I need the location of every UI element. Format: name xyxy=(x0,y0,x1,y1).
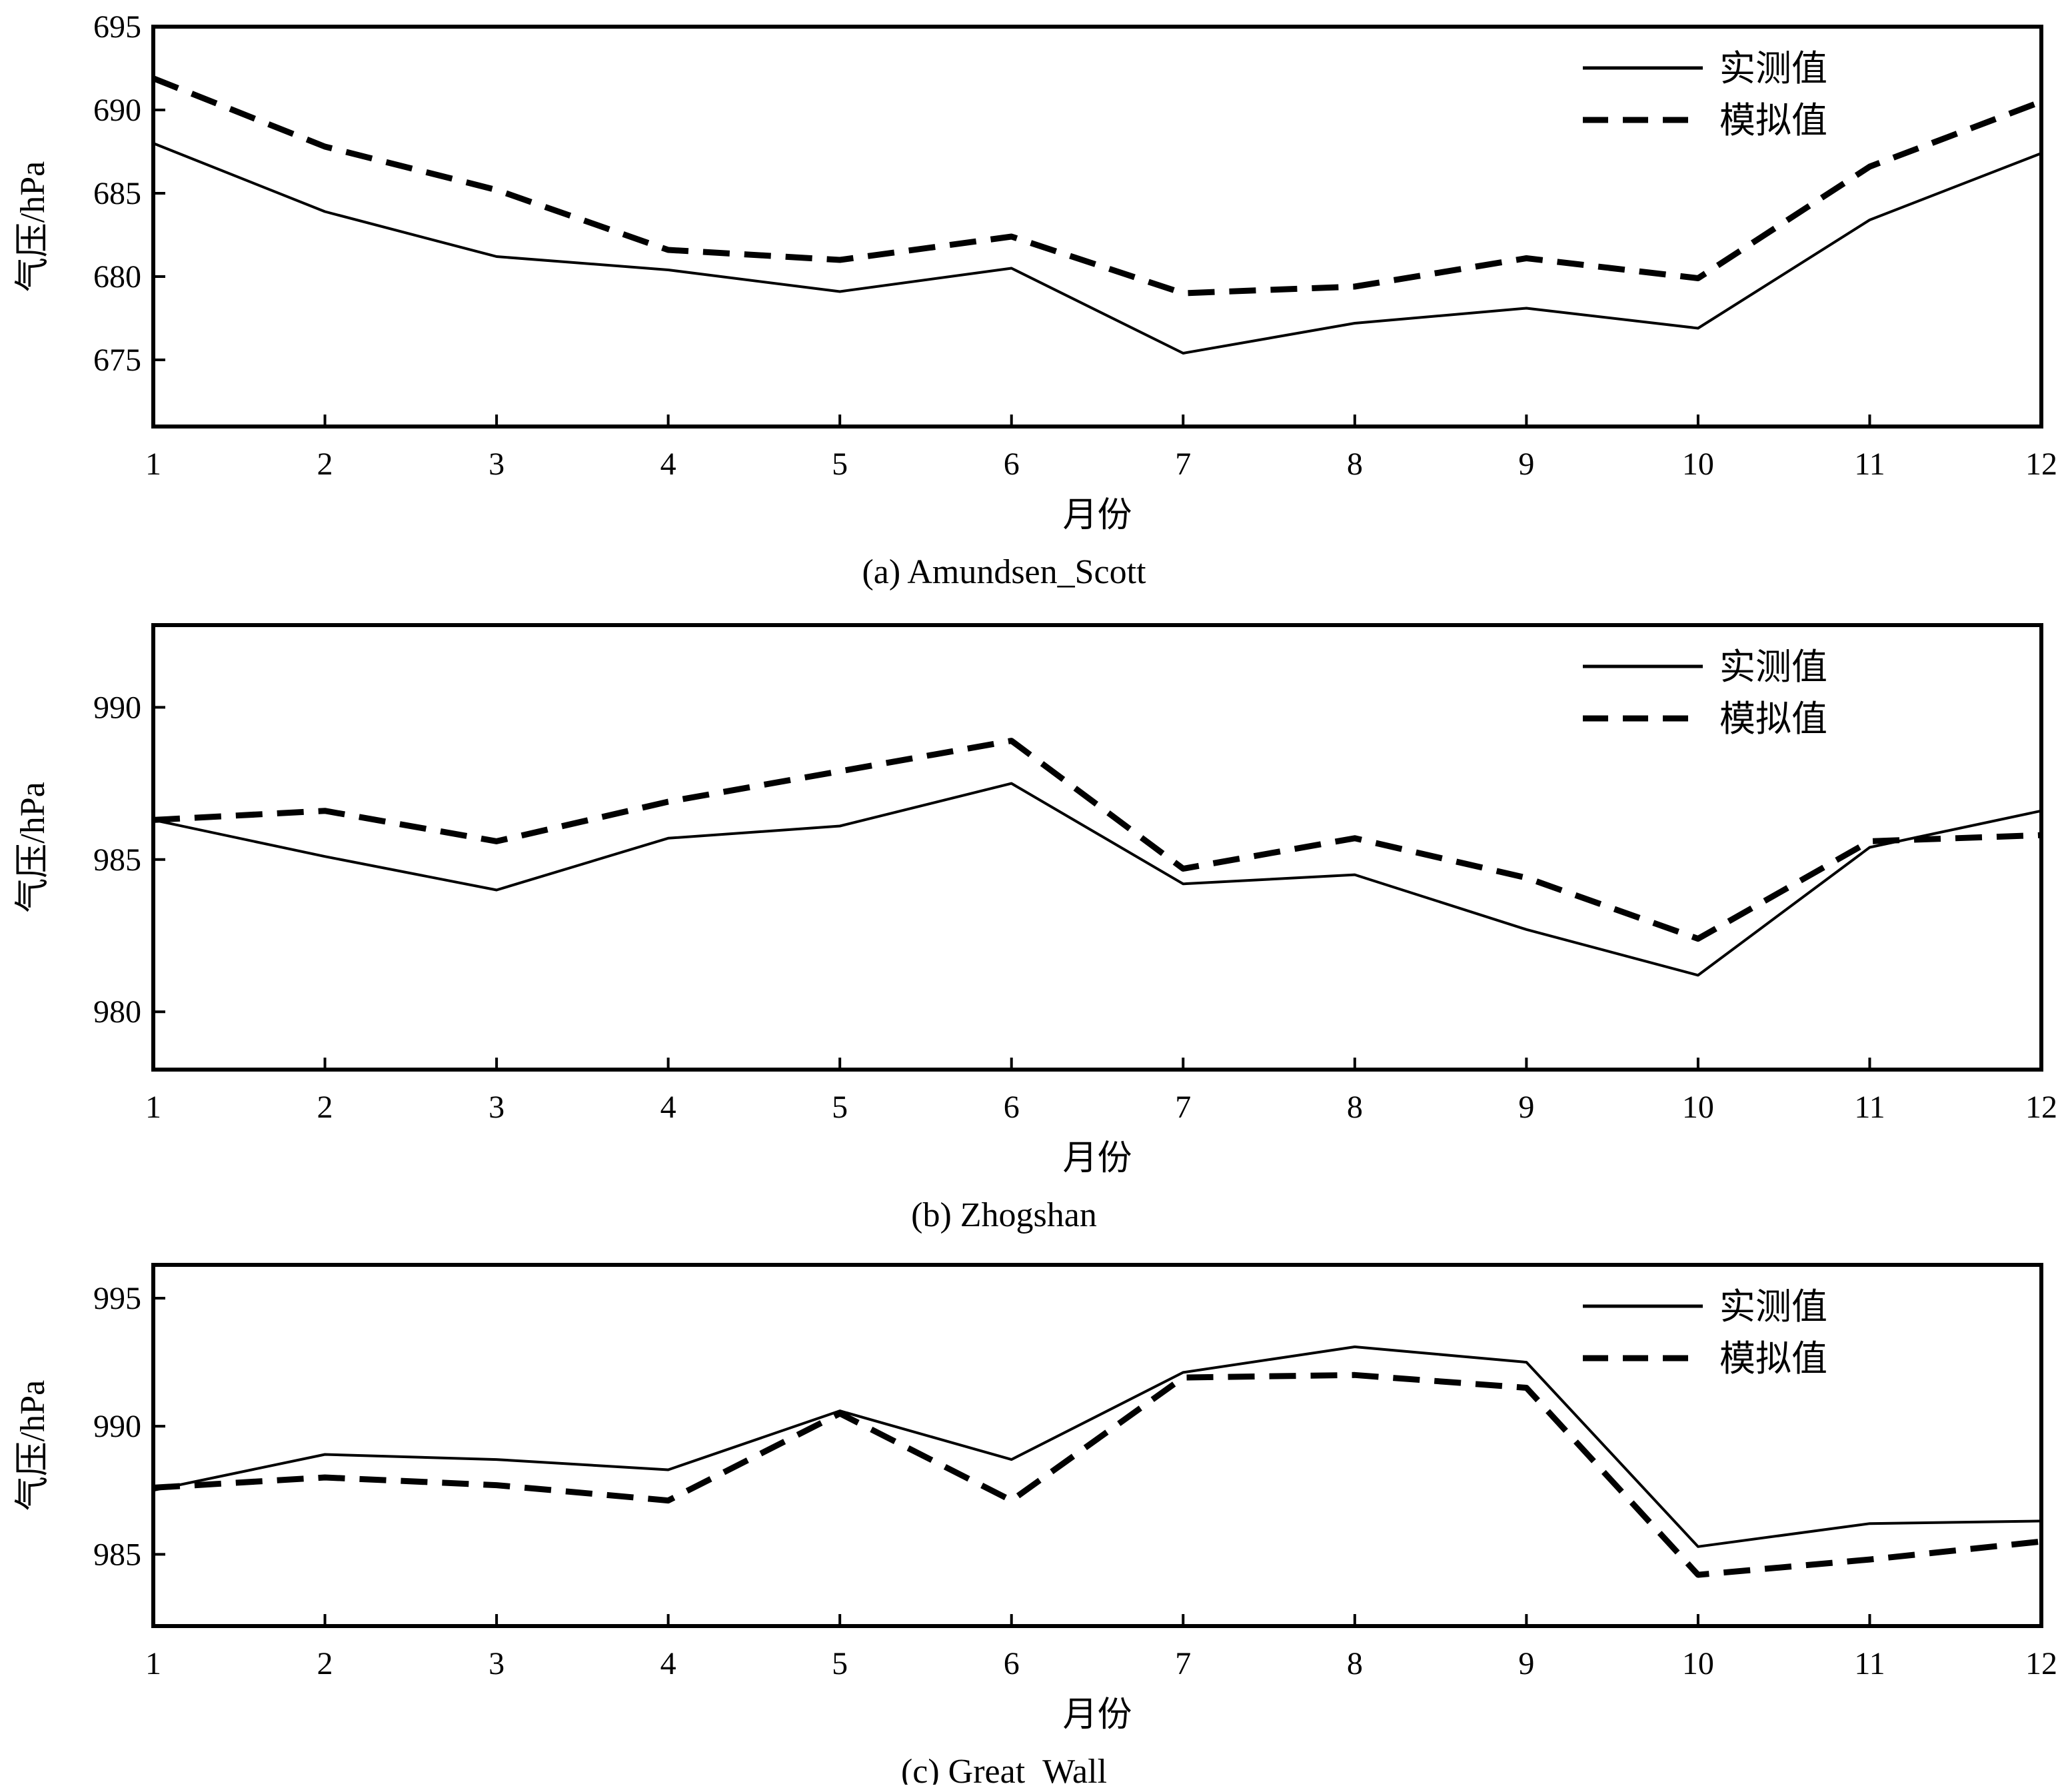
x-tick-label: 4 xyxy=(660,1090,676,1125)
y-tick-label: 675 xyxy=(93,343,141,378)
legend-label: 模拟值 xyxy=(1719,101,1827,141)
series-line-observed xyxy=(153,782,2042,977)
x-tick-label: 4 xyxy=(660,1646,676,1681)
chart-panel-1: 1 2 3 4 5 6 7 8 9 10 11 12675680685690695气压/hPa月份(a… xyxy=(14,9,2057,591)
legend-label: 实测值 xyxy=(1719,49,1827,89)
y-tick-label: 685 xyxy=(93,176,141,211)
y-tick-label: 680 xyxy=(93,259,141,295)
y-tick-label: 695 xyxy=(93,9,141,45)
y-axis-label: 气压/hPa xyxy=(14,782,52,912)
y-tick-label: 990 xyxy=(93,690,141,725)
series-line-observed xyxy=(153,1345,2042,1548)
y-tick-label: 690 xyxy=(93,93,141,128)
x-tick-label: 3 xyxy=(489,1090,505,1125)
x-axis-label: 月份 xyxy=(1062,496,1132,534)
x-tick-label: 9 xyxy=(1518,1090,1534,1125)
panel-caption: (c) Great_Wall xyxy=(901,1753,1107,1785)
legend-label: 模拟值 xyxy=(1719,1339,1827,1379)
y-tick-label: 985 xyxy=(93,1537,141,1572)
x-tick-label: 11 xyxy=(1854,1646,1885,1681)
x-tick-label: 8 xyxy=(1347,1090,1363,1125)
x-tick-label: 6 xyxy=(1004,1090,1020,1125)
y-tick-label: 995 xyxy=(93,1281,141,1316)
x-tick-label: 11 xyxy=(1854,447,1885,482)
legend-label: 实测值 xyxy=(1719,647,1827,687)
x-tick-label: 3 xyxy=(489,447,505,482)
x-tick-label: 1 xyxy=(145,1646,161,1681)
x-tick-label: 5 xyxy=(832,1646,848,1681)
y-axis-label: 气压/hPa xyxy=(14,161,52,292)
panel-caption: (b) Zhogshan xyxy=(911,1196,1097,1234)
panel-caption: (a) Amundsen_Scott xyxy=(862,553,1146,591)
x-tick-label: 9 xyxy=(1518,447,1534,482)
x-tick-label: 2 xyxy=(317,1646,333,1681)
x-tick-label: 6 xyxy=(1004,1646,1020,1681)
series-line-observed xyxy=(153,142,2042,355)
y-tick-label: 990 xyxy=(93,1409,141,1444)
plot-frame xyxy=(151,623,2043,1072)
legend-label: 模拟值 xyxy=(1719,699,1827,739)
legend-label: 实测值 xyxy=(1719,1287,1827,1327)
x-tick-label: 7 xyxy=(1175,1646,1191,1681)
x-tick-label: 3 xyxy=(489,1646,505,1681)
x-tick-label: 7 xyxy=(1175,1090,1191,1125)
plot-frame xyxy=(151,1263,2043,1628)
x-tick-label: 4 xyxy=(660,447,676,482)
x-tick-label: 9 xyxy=(1518,1646,1534,1681)
x-tick-label: 10 xyxy=(1682,1090,1714,1125)
x-tick-label: 10 xyxy=(1682,447,1714,482)
x-axis-label: 月份 xyxy=(1062,1696,1132,1734)
series-line-simulated xyxy=(152,75,2043,297)
x-tick-label: 12 xyxy=(2025,1090,2057,1125)
x-axis-label: 月份 xyxy=(1062,1140,1132,1178)
y-axis-label: 气压/hPa xyxy=(14,1380,52,1511)
y-tick-label: 985 xyxy=(93,842,141,878)
x-tick-label: 8 xyxy=(1347,1646,1363,1681)
x-tick-label: 1 xyxy=(145,1090,161,1125)
x-tick-label: 5 xyxy=(832,447,848,482)
x-tick-label: 2 xyxy=(317,1090,333,1125)
y-tick-label: 980 xyxy=(93,994,141,1030)
x-tick-label: 12 xyxy=(2025,1646,2057,1681)
series-line-simulated xyxy=(153,1371,2042,1578)
x-tick-label: 8 xyxy=(1347,447,1363,482)
x-tick-label: 12 xyxy=(2025,447,2057,482)
x-tick-label: 10 xyxy=(1682,1646,1714,1681)
plot-frame xyxy=(151,25,2043,429)
x-tick-label: 6 xyxy=(1004,447,1020,482)
x-tick-label: 2 xyxy=(317,447,333,482)
x-tick-label: 1 xyxy=(145,447,161,482)
x-tick-label: 5 xyxy=(832,1090,848,1125)
x-tick-label: 11 xyxy=(1854,1090,1885,1125)
series-line-simulated xyxy=(153,738,2042,942)
x-tick-label: 7 xyxy=(1175,447,1191,482)
